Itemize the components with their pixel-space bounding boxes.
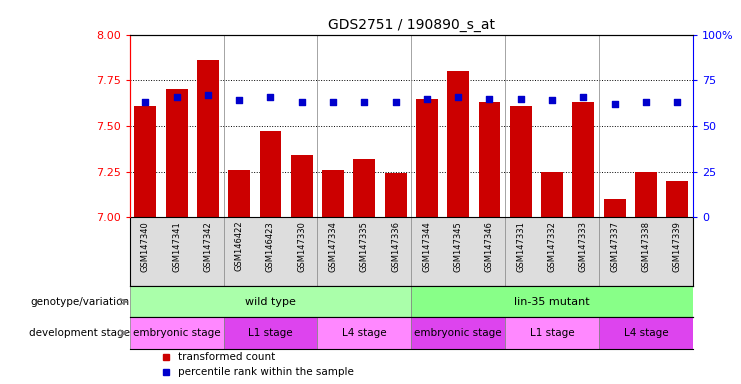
Point (170, 94, 182, 100)
Text: L1 stage: L1 stage (530, 328, 574, 338)
Point (139, 99, 151, 105)
Title: GDS2751 / 190890_s_at: GDS2751 / 190890_s_at (328, 18, 495, 32)
Bar (134, 106, 156, 217)
Text: GSM146422: GSM146422 (235, 221, 244, 271)
Text: development stage: development stage (29, 328, 130, 338)
Text: GSM147333: GSM147333 (579, 221, 588, 272)
Text: GSM147344: GSM147344 (422, 221, 431, 271)
Point (390, 99, 402, 105)
Point (640, 99, 652, 105)
Text: L4 stage: L4 stage (342, 328, 387, 338)
Bar (290, 155, 313, 217)
Text: embryonic stage: embryonic stage (133, 328, 220, 338)
Point (484, 96, 496, 102)
Text: GSM147338: GSM147338 (642, 221, 651, 272)
Point (577, 94, 589, 100)
Bar (479, 102, 500, 217)
Bar (130, 286, 411, 317)
Point (265, 94, 276, 100)
Text: GSM147346: GSM147346 (485, 221, 494, 271)
Point (327, 99, 339, 105)
Point (233, 97, 245, 103)
Point (546, 97, 558, 103)
Point (421, 96, 433, 102)
Bar (599, 317, 693, 349)
Bar (572, 102, 594, 217)
Text: GSM147334: GSM147334 (328, 221, 338, 271)
Bar (317, 317, 411, 349)
Bar (130, 317, 224, 349)
Point (296, 99, 308, 105)
Text: GSM147331: GSM147331 (516, 221, 525, 271)
Text: GSM147335: GSM147335 (360, 221, 369, 271)
Bar (228, 170, 250, 217)
Text: genotype/variation: genotype/variation (30, 296, 130, 306)
Text: lin-35 mutant: lin-35 mutant (514, 296, 590, 306)
Bar (448, 71, 469, 217)
Bar (505, 317, 599, 349)
Point (515, 96, 527, 102)
Bar (322, 170, 344, 217)
Text: embryonic stage: embryonic stage (414, 328, 502, 338)
Point (359, 99, 370, 105)
Bar (635, 172, 657, 217)
Text: GSM147340: GSM147340 (141, 221, 150, 271)
Text: GSM147332: GSM147332 (548, 221, 556, 271)
Bar (411, 317, 505, 349)
Text: GSM147342: GSM147342 (203, 221, 213, 271)
Bar (416, 99, 438, 217)
Text: GSM147341: GSM147341 (172, 221, 181, 271)
Bar (224, 317, 317, 349)
Text: GSM147337: GSM147337 (610, 221, 619, 272)
Bar (666, 181, 688, 217)
Text: GSM146423: GSM146423 (266, 221, 275, 271)
Bar (541, 172, 563, 217)
Text: GSM147339: GSM147339 (673, 221, 682, 271)
Point (671, 99, 683, 105)
Text: wild type: wild type (245, 296, 296, 306)
Text: L1 stage: L1 stage (248, 328, 293, 338)
Bar (510, 106, 532, 217)
Text: GSM147345: GSM147345 (453, 221, 462, 271)
Point (452, 94, 464, 100)
Text: transformed count: transformed count (178, 352, 275, 362)
Bar (604, 199, 625, 217)
Point (608, 101, 620, 107)
Bar (353, 159, 375, 217)
Text: GSM147330: GSM147330 (297, 221, 306, 271)
Bar (385, 174, 407, 217)
Bar (411, 286, 693, 317)
Point (202, 92, 214, 98)
Text: GSM147336: GSM147336 (391, 221, 400, 272)
Text: L4 stage: L4 stage (624, 328, 668, 338)
Bar (197, 60, 219, 217)
Bar (259, 131, 282, 217)
Text: percentile rank within the sample: percentile rank within the sample (178, 367, 353, 377)
Bar (166, 89, 187, 217)
